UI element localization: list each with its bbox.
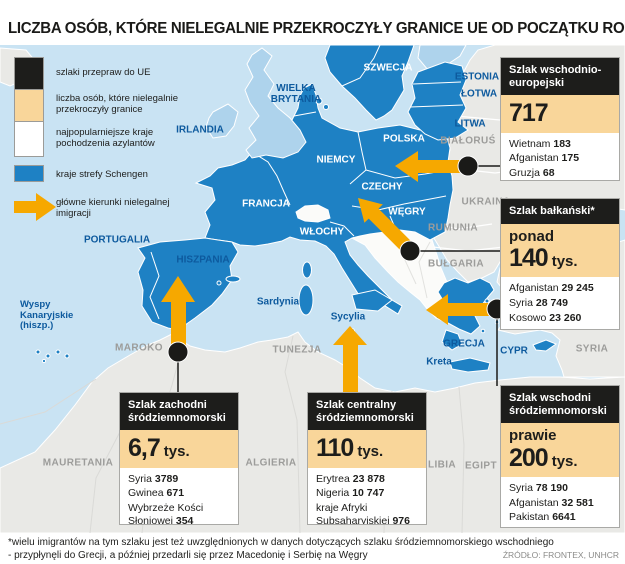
migration-arrow-western-mediterranean [161, 276, 195, 352]
map-region-switzerland [295, 204, 331, 223]
route-card-countries: Erytrea 23 878 Nigeria 10 747 kraje Afry… [308, 468, 426, 525]
country-row: Nigeria 10 747 [316, 487, 385, 500]
map-island-corsica [302, 261, 312, 279]
route-card-eastern-mediterranean: Szlak wschodni śródziemnomorski prawie 2… [500, 385, 620, 528]
legend-label-origin: najpopularniejsze kraje pochodzenia azyl… [56, 127, 155, 150]
country-row: kraje Afryki Subsaharyjskiej 976 [316, 501, 410, 525]
route-card-total: prawie 200 tys. [501, 423, 619, 478]
country-row: Kosowo 23 260 [509, 311, 582, 324]
legend-label-arrow: główne kierunki nielegalnej imigracji [56, 197, 170, 220]
route-total-value: 140 [509, 244, 549, 273]
migration-arrow-eastern-european [395, 151, 468, 182]
legend-swatch-schengen-blue [14, 165, 44, 182]
migration-arrow-eastern-mediterranean [426, 294, 497, 325]
country-row: Syria 28 749 [509, 297, 568, 310]
route-dot-eastern-european [457, 155, 479, 177]
country-row: Afganistan 175 [509, 152, 580, 165]
legend-swatch-origin-white [14, 121, 44, 157]
route-card-title: Szlak bałkański* [501, 199, 619, 224]
map-region-ireland [205, 103, 239, 139]
country-row: Syria 3789 [128, 472, 179, 485]
route-total-value: 717 [509, 99, 549, 128]
route-card-total: 717 [501, 95, 619, 133]
map-island-cyprus [532, 339, 558, 352]
route-card-title: Szlak wschodnio-europejski [501, 58, 619, 96]
migration-arrow-balkan [358, 198, 417, 257]
route-card-total: ponad 140 tys. [501, 223, 619, 278]
footnote-line-1: *wielu imigrantów na tym szlaku jest też… [8, 537, 554, 548]
route-total-value: 110 [316, 434, 354, 463]
legend-label-schengen: kraje strefy Schengen [56, 169, 148, 180]
route-card-eastern-european: Szlak wschodnio-europejski 717 Wietnam 1… [500, 57, 620, 181]
country-row: Afganistan 29 245 [509, 282, 594, 295]
legend-swatch-routes-black [14, 57, 44, 90]
route-card-countries: Syria 78 190 Afganistan 32 581 Pakistan … [501, 477, 619, 527]
route-card-countries: Syria 3789 Gwinea 671 Wybrzeże Kości Sło… [120, 468, 238, 525]
legend-arrow-icon [14, 193, 56, 221]
country-row: Syria 78 190 [509, 482, 568, 495]
route-card-title: Szlak centralny śródziemnomorski [308, 393, 426, 431]
route-card-balkan: Szlak bałkański* ponad 140 tys. Afganista… [500, 198, 620, 330]
migration-arrow-central-mediterranean [333, 326, 367, 392]
source-credit: ŹRÓDŁO: FRONTEX, UNHCR [502, 550, 619, 560]
map-islands-canary [35, 349, 70, 364]
footnote-line-2: - przypłynęli do Grecji, a później przed… [8, 550, 368, 561]
country-row: Gwinea 671 [128, 487, 185, 500]
map-region-peloponnese [441, 329, 463, 351]
legend-swatch-count-cream [14, 89, 44, 122]
route-dot-western-mediterranean [167, 341, 189, 363]
map-island-crete [449, 357, 491, 373]
map-island-balearics [225, 275, 241, 283]
route-card-total: 6,7 tys. [120, 430, 238, 468]
route-total-value: 200 [509, 443, 549, 472]
country-row: Erytrea 23 878 [316, 472, 385, 485]
route-card-countries: Wietnam 183 Afganistan 175 Gruzja 68 [501, 133, 619, 180]
route-card-total: 110 tys. [308, 430, 426, 468]
country-row: Gruzja 68 [509, 166, 555, 179]
country-row: Afganistan 32 581 [509, 496, 594, 509]
country-row: Wybrzeże Kości Słoniowej 354 [128, 501, 204, 525]
legend-label-count: liczba osób, które nielegalnie przekrocz… [56, 93, 178, 116]
map-island-sardinia [298, 284, 314, 316]
route-dot-balkan [399, 240, 421, 262]
legend-label-routes: szlaki przepraw do UE [56, 67, 151, 78]
route-card-countries: Afganistan 29 245 Syria 28 749 Kosowo 23… [501, 277, 619, 329]
country-row: Wietnam 183 [509, 137, 571, 150]
map-island-sicily [351, 289, 393, 312]
route-total-value: 6,7 [128, 434, 161, 463]
migration-arrows [161, 151, 497, 392]
map-region-iberia [137, 237, 239, 331]
route-card-title: Szlak wschodni śródziemnomorski [501, 386, 619, 424]
country-row: Pakistan 6641 [509, 511, 576, 524]
map-region-scandinavia [324, 45, 415, 121]
map-region-uk [244, 47, 307, 159]
route-card-title: Szlak zachodni śródziemnomorski [120, 393, 238, 431]
map-region-baltics [407, 61, 469, 141]
route-card-western-mediterranean: Szlak zachodni śródziemnomorski 6,7 tys. … [119, 392, 239, 525]
page-title: LICZBA OSÓB, KTÓRE NIELEGALNIE PRZEKROCZ… [8, 19, 625, 37]
route-card-central-mediterranean: Szlak centralny śródziemnomorski 110 tys.… [307, 392, 427, 525]
